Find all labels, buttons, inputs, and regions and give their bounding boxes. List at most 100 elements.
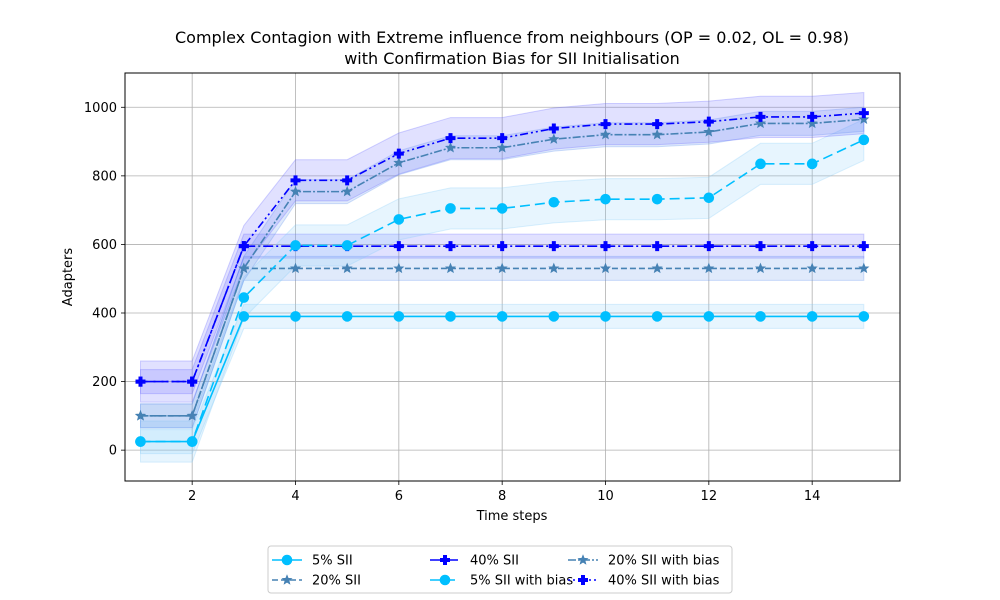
data-point bbox=[134, 410, 147, 421]
legend-label: 5% SII with bias bbox=[470, 574, 573, 589]
x-tick-label: 14 bbox=[804, 489, 821, 504]
data-point bbox=[858, 108, 869, 119]
data-point bbox=[496, 262, 508, 274]
legend: 5% SII 20% SII 40% SII 5% SII with bias 20% … bbox=[267, 545, 733, 594]
legend-marker bbox=[577, 554, 589, 565]
data-point bbox=[858, 311, 870, 322]
data-point bbox=[807, 111, 818, 122]
data-point bbox=[238, 292, 250, 303]
data-point bbox=[754, 262, 767, 274]
x-tick-label: 8 bbox=[498, 489, 506, 504]
data-point bbox=[444, 141, 457, 153]
data-point bbox=[652, 119, 663, 130]
data-point bbox=[445, 241, 456, 252]
data-point bbox=[600, 241, 611, 252]
data-point bbox=[600, 311, 611, 322]
data-point bbox=[703, 126, 715, 137]
x-tick-label: 12 bbox=[701, 489, 718, 504]
data-point bbox=[858, 134, 870, 146]
data-point bbox=[393, 157, 405, 168]
data-point bbox=[703, 311, 715, 322]
data-point bbox=[807, 241, 818, 252]
data-point bbox=[548, 262, 560, 274]
data-point bbox=[755, 111, 766, 122]
data-point bbox=[186, 436, 198, 447]
data-point bbox=[342, 175, 353, 186]
legend-box bbox=[267, 545, 733, 594]
data-point bbox=[289, 185, 302, 197]
data-point bbox=[496, 311, 508, 322]
series-line bbox=[140, 267, 864, 417]
data-point bbox=[651, 128, 663, 140]
confidence-bands bbox=[140, 92, 865, 463]
data-point bbox=[600, 193, 611, 205]
data-point bbox=[754, 117, 767, 129]
data-point bbox=[238, 241, 249, 252]
data-point bbox=[600, 119, 611, 130]
legend-label: 20% SII bbox=[312, 574, 361, 589]
data-point bbox=[548, 311, 560, 322]
data-point bbox=[703, 241, 714, 252]
data-point bbox=[806, 158, 818, 170]
y-axis-ticks: 0 200 400 600 800 1000 bbox=[84, 101, 125, 459]
data-point bbox=[393, 148, 404, 159]
data-point bbox=[238, 311, 250, 322]
data-point bbox=[755, 158, 766, 170]
data-point bbox=[703, 192, 715, 204]
legend-marker bbox=[281, 554, 293, 566]
data-point bbox=[290, 175, 301, 186]
confidence-band bbox=[140, 92, 865, 403]
chart-title: Complex Contagion with Extreme influence… bbox=[175, 28, 849, 47]
series-line bbox=[140, 118, 864, 417]
y-tick-label: 1000 bbox=[84, 101, 117, 116]
data-point bbox=[858, 262, 870, 274]
data-point bbox=[497, 133, 508, 144]
data-point bbox=[135, 376, 146, 387]
data-point bbox=[289, 262, 302, 274]
legend-marker bbox=[440, 555, 450, 565]
data-point bbox=[238, 262, 250, 274]
x-axis-label: Time steps bbox=[476, 509, 548, 524]
data-point bbox=[599, 262, 612, 274]
legend-label: 20% SII with bias bbox=[608, 554, 720, 569]
confidence-band bbox=[140, 303, 865, 455]
data-point bbox=[651, 311, 663, 322]
y-axis-label: Adapters bbox=[61, 248, 76, 307]
data-point bbox=[290, 311, 301, 322]
data-point bbox=[548, 123, 559, 134]
data-point bbox=[496, 203, 508, 214]
data-point bbox=[187, 376, 198, 387]
data-point bbox=[652, 241, 663, 252]
plot-frame bbox=[124, 72, 901, 482]
grid bbox=[125, 73, 900, 481]
chart-subtitle: with Confirmation Bias for SII Initialis… bbox=[344, 49, 680, 68]
y-tick-label: 200 bbox=[92, 375, 117, 390]
data-point bbox=[445, 311, 456, 322]
data-point bbox=[806, 117, 818, 129]
data-point bbox=[599, 128, 612, 140]
data-point bbox=[703, 262, 715, 274]
data-point bbox=[651, 193, 663, 205]
y-tick-label: 400 bbox=[92, 307, 117, 322]
data-point bbox=[341, 311, 353, 322]
confidence-band bbox=[140, 233, 865, 395]
data-point bbox=[858, 113, 870, 124]
data-point bbox=[858, 241, 869, 252]
data-point bbox=[135, 436, 146, 447]
data-point bbox=[393, 241, 404, 252]
data-point bbox=[393, 311, 405, 322]
data-point bbox=[806, 262, 818, 274]
legend-marker bbox=[439, 574, 451, 586]
data-point bbox=[497, 241, 508, 252]
data-point bbox=[290, 240, 301, 251]
x-tick-label: 2 bbox=[188, 489, 196, 504]
data-point bbox=[445, 203, 456, 214]
data-point bbox=[548, 133, 560, 144]
legend-marker bbox=[281, 574, 293, 585]
legend-label: 40% SII with bias bbox=[608, 574, 720, 589]
data-point bbox=[393, 214, 405, 225]
x-tick-label: 10 bbox=[597, 489, 614, 504]
y-tick-label: 0 bbox=[109, 444, 117, 459]
legend-label: 5% SII bbox=[312, 554, 353, 569]
